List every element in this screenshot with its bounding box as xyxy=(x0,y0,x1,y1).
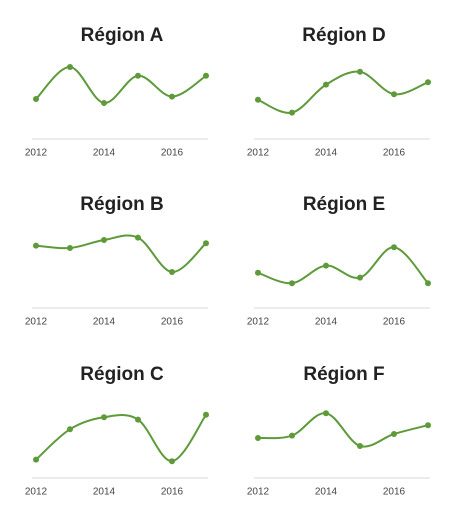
point xyxy=(169,93,175,100)
x-tick-label: 2016 xyxy=(161,317,184,328)
point xyxy=(101,414,107,421)
line xyxy=(257,246,429,285)
point xyxy=(135,234,141,241)
point xyxy=(425,79,431,86)
point xyxy=(101,237,107,243)
point xyxy=(135,72,141,79)
point xyxy=(357,443,363,449)
chart-title: Région D xyxy=(302,25,385,46)
point xyxy=(135,416,141,423)
x-tick-label: 2014 xyxy=(93,317,116,328)
x-tick-label: 2014 xyxy=(315,148,338,159)
point xyxy=(203,72,209,79)
point xyxy=(391,91,397,98)
x-tick-label: 2012 xyxy=(25,317,48,328)
point xyxy=(289,109,295,116)
point xyxy=(33,96,39,102)
x-tick-label: 2016 xyxy=(383,148,406,159)
point xyxy=(33,456,39,463)
x-tick-label: 2014 xyxy=(93,148,116,159)
line xyxy=(35,65,207,104)
chart-title: Région A xyxy=(81,25,164,46)
point xyxy=(67,245,73,251)
chart-title: Région F xyxy=(303,364,384,385)
point xyxy=(323,262,329,269)
point xyxy=(357,68,363,75)
line xyxy=(257,412,429,448)
point xyxy=(323,410,329,417)
x-tick-label: 2016 xyxy=(383,317,406,328)
point xyxy=(255,96,261,103)
point xyxy=(169,458,175,465)
point xyxy=(357,274,363,281)
x-tick-label: 2012 xyxy=(247,148,270,159)
point xyxy=(101,100,107,106)
point xyxy=(67,64,73,70)
line xyxy=(257,70,429,114)
point xyxy=(203,411,209,418)
chart-title: Région E xyxy=(303,194,385,215)
point xyxy=(33,242,39,249)
point xyxy=(67,426,73,433)
chart-title: Région C xyxy=(80,364,164,385)
x-tick-label: 2012 xyxy=(247,487,270,498)
line xyxy=(35,414,207,463)
point xyxy=(203,240,209,247)
x-tick-label: 2014 xyxy=(315,487,338,498)
point xyxy=(289,432,295,439)
point xyxy=(323,81,329,88)
x-tick-label: 2012 xyxy=(25,148,48,159)
point xyxy=(391,431,397,437)
x-tick-label: 2014 xyxy=(93,487,116,498)
point xyxy=(255,435,261,441)
line xyxy=(35,234,207,273)
point xyxy=(289,280,295,287)
point xyxy=(255,269,261,276)
x-tick-label: 2016 xyxy=(161,487,184,498)
x-tick-label: 2012 xyxy=(25,487,48,498)
point xyxy=(425,422,431,429)
x-tick-label: 2014 xyxy=(315,317,338,328)
point xyxy=(425,280,431,287)
point xyxy=(169,269,175,275)
x-tick-label: 2012 xyxy=(247,317,270,328)
point xyxy=(391,244,397,251)
x-tick-label: 2016 xyxy=(383,487,406,498)
chart-title: Région B xyxy=(80,194,163,215)
x-tick-label: 2016 xyxy=(161,148,184,159)
